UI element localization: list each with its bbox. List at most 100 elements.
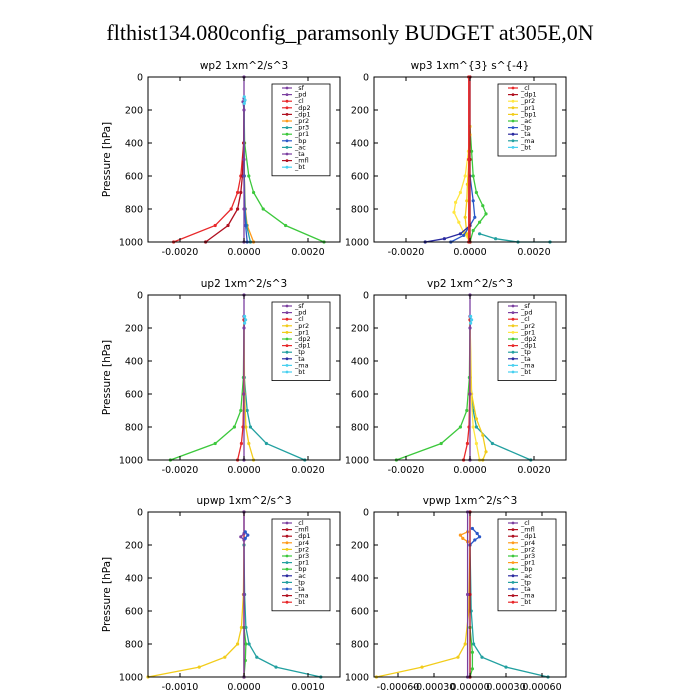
data-point — [470, 318, 474, 322]
legend-label: _ta — [294, 150, 305, 158]
legend-box — [497, 83, 557, 157]
data-point — [242, 326, 246, 330]
y-tick-label: 0 — [137, 73, 143, 84]
data-point — [470, 667, 474, 671]
legend-marker — [285, 324, 289, 328]
data-point — [226, 223, 230, 228]
legend-label: _pr1 — [294, 559, 309, 567]
legend-marker — [285, 152, 289, 156]
data-point — [458, 425, 462, 429]
legend-marker — [285, 594, 289, 597]
y-tick-label: 200 — [351, 106, 369, 117]
series-bt — [469, 314, 474, 325]
legend-marker — [511, 99, 515, 103]
legend-box — [271, 83, 331, 177]
panel-title: wp2 1xm^2/s^3 — [200, 60, 288, 72]
legend-marker — [285, 99, 289, 103]
data-point — [242, 392, 246, 396]
data-point — [213, 223, 217, 228]
legend-label: _pr2 — [520, 545, 535, 553]
legend-marker — [285, 600, 289, 604]
legend-box — [271, 518, 331, 612]
y-tick-label: 0 — [137, 291, 143, 302]
data-point — [236, 207, 240, 211]
legend-box — [497, 301, 557, 381]
legend-label: _cl — [294, 315, 304, 323]
y-tick-label: 200 — [351, 541, 369, 552]
legend-label: _dp2 — [294, 335, 311, 343]
legend-marker — [511, 357, 515, 361]
panel-4: vp2 1xm^2/s^3 0 200 400 600 800 1000 -0.0020 0.0… — [345, 278, 567, 476]
legend-label: _tp — [520, 348, 531, 356]
legend: _cl_mfl_dp1_pr4_pr2_pr3_pr1_bp_ac_tp_ta_… — [497, 518, 557, 612]
legend-label: _ac — [294, 572, 306, 580]
x-tick-label: 0.00000 — [450, 682, 489, 693]
data-point — [465, 441, 469, 446]
legend-label: _dp1 — [520, 342, 537, 350]
legend-marker — [285, 534, 289, 538]
legend-label: _ma — [520, 137, 535, 145]
legend-marker — [285, 86, 289, 90]
x-tick-label: -0.0020 — [388, 247, 425, 258]
legend: _cl_mfl_dp1_pr4_pr2_pr3_pr1_bp_ac_tp_ta_… — [271, 518, 331, 612]
legend-marker — [511, 311, 515, 314]
y-tick-label: 400 — [351, 574, 369, 585]
legend: _cl_dp1_pr2_pr1_bp1_ac_tp_ta_ma_bt — [497, 83, 557, 157]
data-point — [478, 535, 482, 539]
data-point — [494, 237, 498, 241]
series-line — [459, 531, 468, 543]
data-point — [244, 642, 248, 646]
data-point — [243, 536, 247, 541]
legend-marker — [285, 567, 289, 571]
data-point — [478, 220, 482, 224]
data-point — [420, 665, 424, 669]
legend-label: _cl — [520, 315, 530, 323]
legend-marker — [285, 581, 289, 584]
legend-label: _ta — [520, 355, 531, 363]
data-point — [242, 207, 246, 211]
legend: _sf_pd_cl_pr2_pr1_dp2_dp1_tp_ta_ma_bt — [271, 301, 331, 381]
data-point — [458, 232, 462, 236]
legend-marker — [511, 600, 515, 604]
data-point — [232, 425, 236, 429]
series-bt — [242, 95, 247, 105]
legend-label: _bp — [294, 137, 307, 145]
legend-label: _tp — [294, 578, 305, 586]
legend-marker — [511, 350, 515, 354]
legend-label: _dp1 — [294, 342, 311, 350]
series-bt — [243, 314, 248, 325]
legend-marker — [285, 521, 289, 525]
series-line — [376, 544, 471, 678]
data-point — [471, 199, 475, 203]
legend-marker — [285, 159, 289, 163]
y-tick-label: 600 — [125, 390, 143, 401]
data-point — [481, 433, 485, 437]
data-point — [244, 318, 248, 322]
y-axis-label: Pressure [hPa] — [101, 122, 113, 197]
legend: _sf_pd_cl_dp2_dp1_pr2_pr3_pr1_bp_ac_ta_m… — [271, 83, 331, 177]
data-point — [463, 642, 467, 646]
legend-label: _pd — [294, 91, 307, 99]
data-point — [468, 592, 472, 597]
data-point — [239, 535, 243, 539]
data-point — [469, 314, 473, 318]
legend-marker — [285, 357, 289, 361]
legend-marker — [511, 594, 515, 597]
legend-marker — [511, 106, 515, 110]
legend-marker — [511, 370, 515, 374]
legend-label: _tp — [294, 348, 305, 356]
legend-label: _pr3 — [294, 124, 309, 132]
legend-label: _ma — [520, 361, 535, 369]
series-line — [469, 627, 474, 678]
legend-label: _ta — [520, 130, 531, 138]
data-point — [471, 174, 475, 178]
legend-marker — [285, 587, 289, 591]
x-tick-label: -0.0020 — [388, 465, 425, 476]
legend-label: _dp1 — [520, 532, 537, 540]
legend-label: _dp2 — [294, 104, 311, 112]
legend-marker — [511, 521, 515, 525]
legend-label: _bp — [294, 565, 307, 573]
data-point — [458, 190, 462, 195]
y-tick-label: 400 — [125, 139, 143, 150]
